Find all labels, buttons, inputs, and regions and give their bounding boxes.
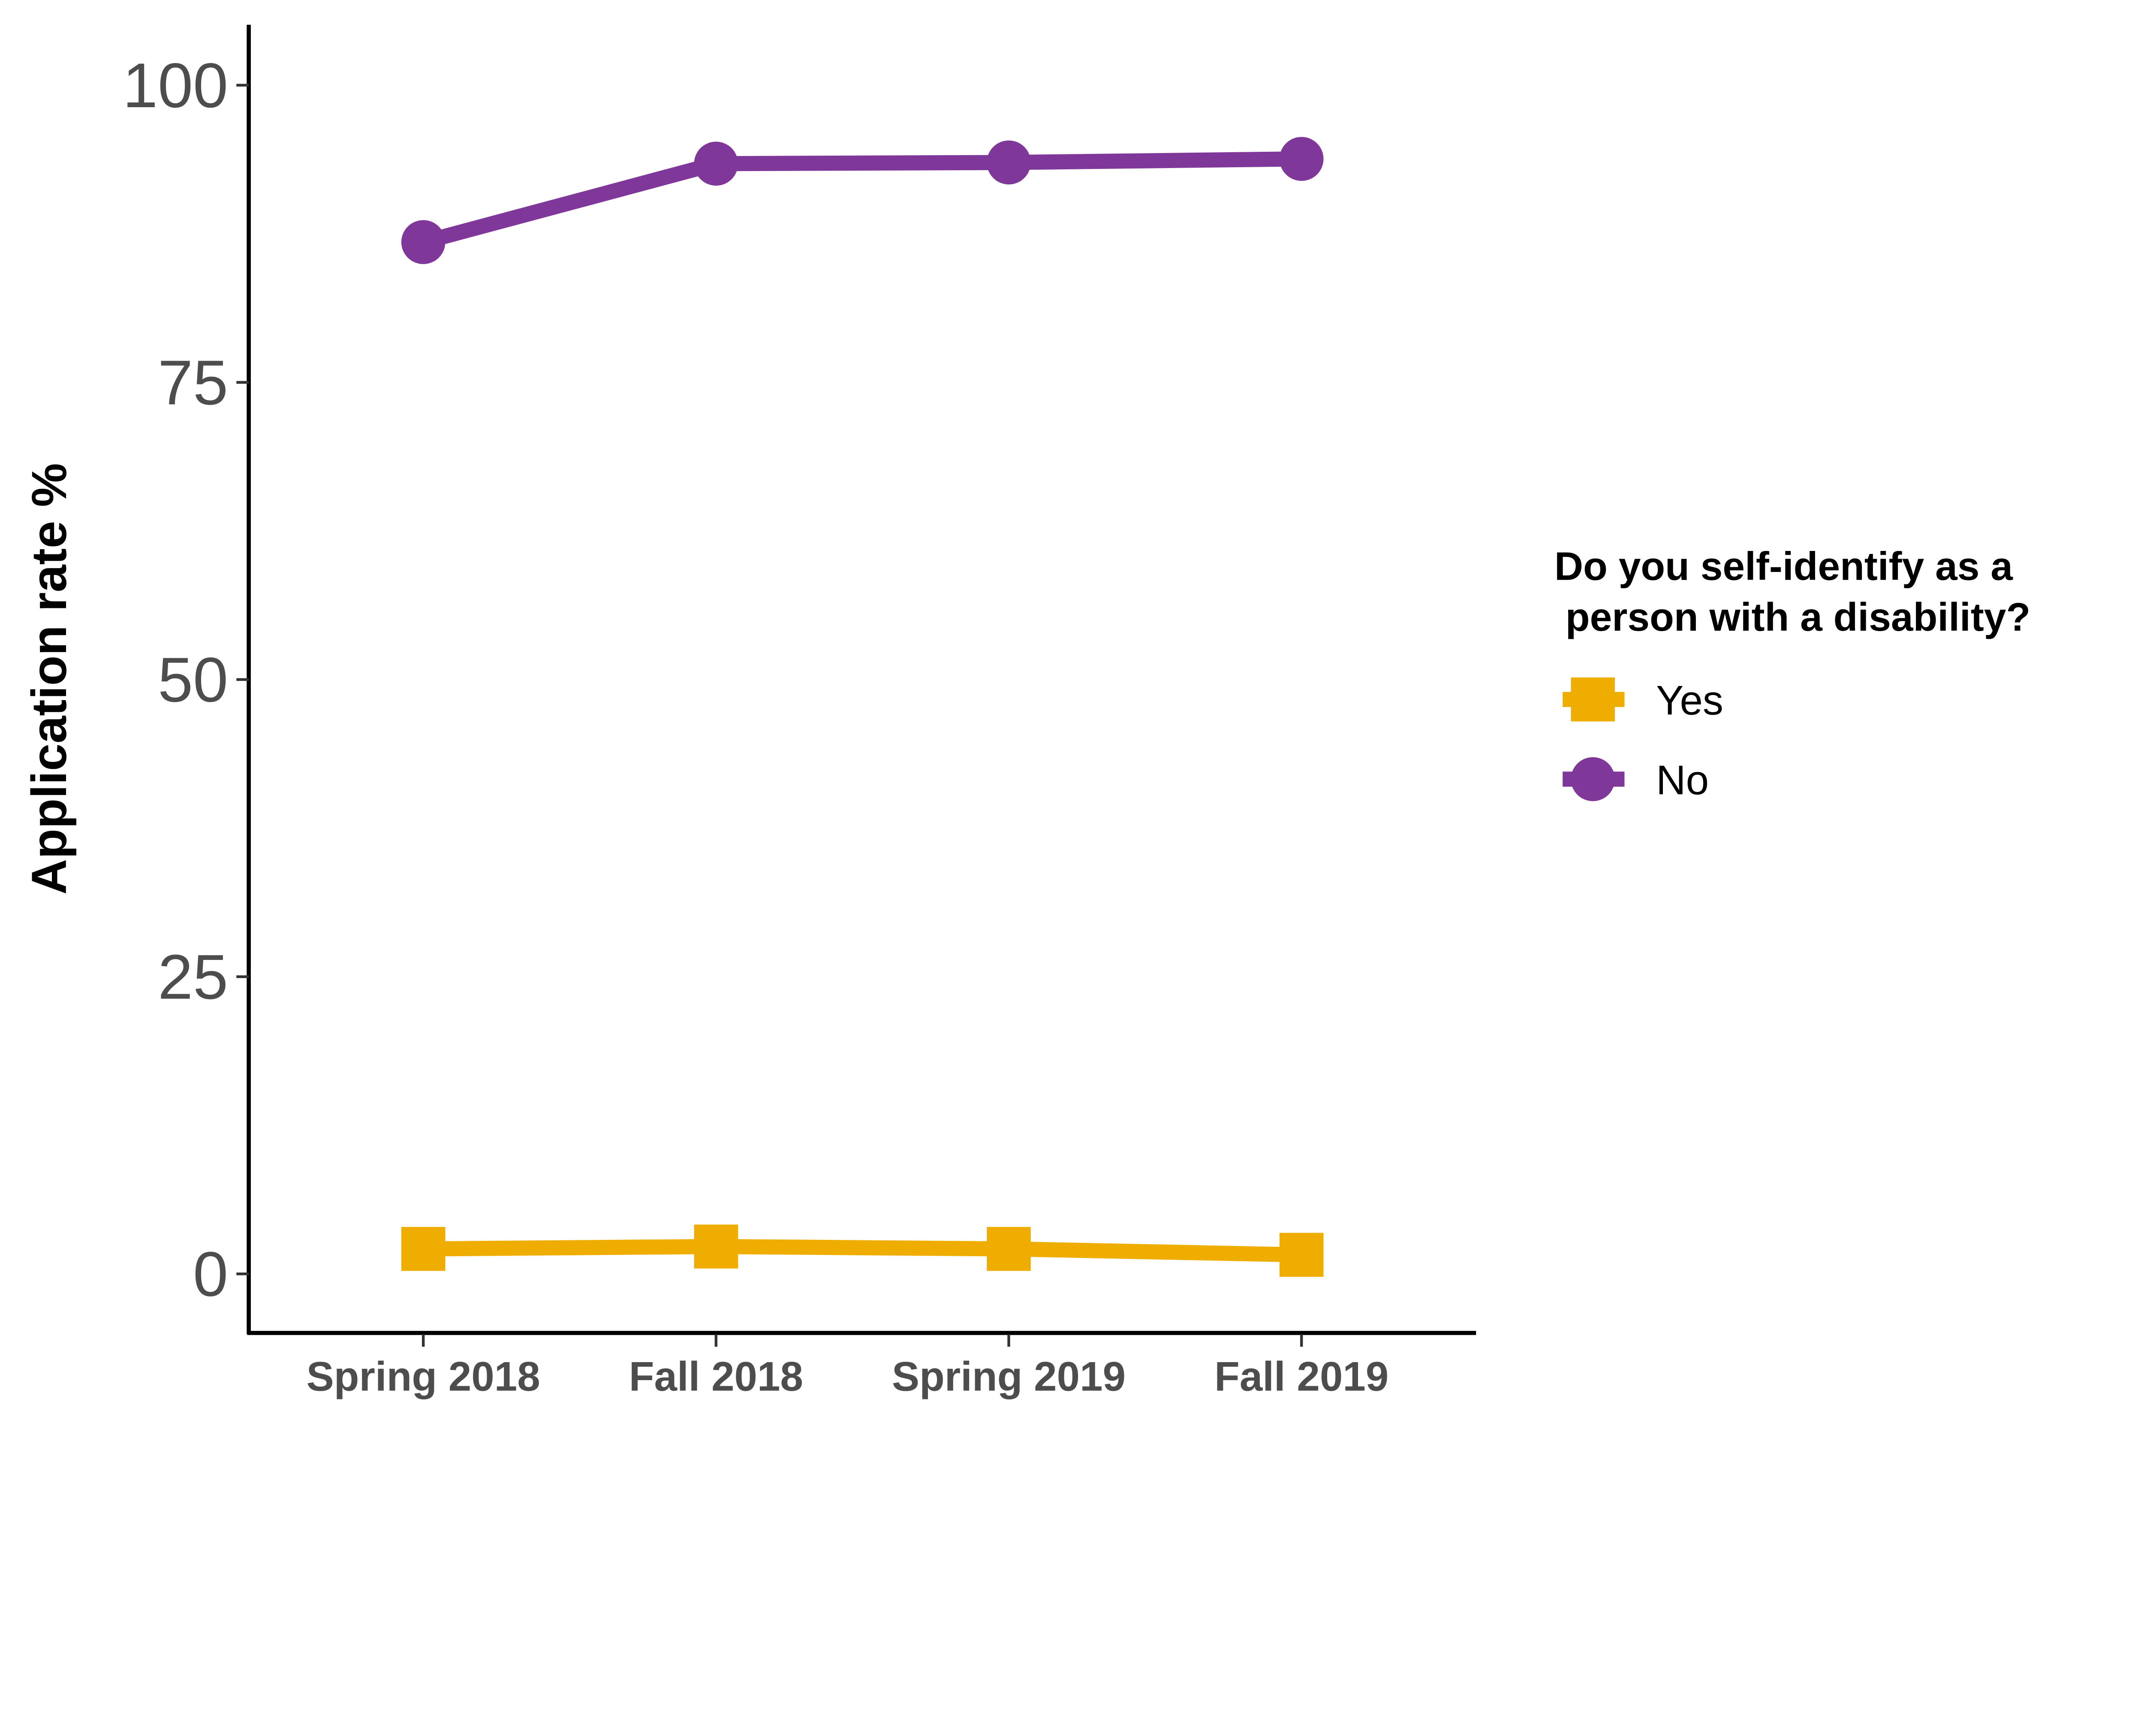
legend-item-yes: Yes [1563, 677, 1723, 724]
data-point [401, 220, 446, 264]
y-axis-label: Application rate % [22, 463, 77, 895]
x-tick-label: Spring 2019 [892, 1354, 1126, 1400]
y-tick-label: 0 [193, 1239, 228, 1309]
data-point [1279, 137, 1324, 181]
data-point [1279, 1233, 1324, 1277]
data-point [987, 1227, 1031, 1271]
data-point [694, 1225, 738, 1269]
legend-square-icon [1571, 677, 1615, 722]
legend-label: Yes [1656, 678, 1723, 724]
legend-title-line2: person with a disability? [1554, 595, 2030, 639]
legend-circle-icon [1571, 757, 1615, 801]
y-tick-label: 75 [158, 348, 228, 418]
x-ticks: Spring 2018 Fall 2018 Spring 2019 Fall 2019 [307, 1334, 1388, 1400]
series-line [423, 1239, 1302, 1263]
y-tick-label: 50 [158, 645, 228, 715]
x-tick-label: Fall 2019 [1214, 1354, 1388, 1400]
x-tick-label: Fall 2018 [629, 1354, 803, 1400]
series-line [421, 151, 1302, 250]
series-layer [401, 137, 1324, 1277]
x-tick-label: Spring 2018 [307, 1354, 540, 1400]
legend-item-no: No [1563, 757, 1709, 803]
data-point [987, 140, 1031, 185]
data-point [401, 1227, 446, 1271]
legend-label: No [1656, 758, 1709, 803]
series-no [401, 137, 1324, 264]
legend-title-line1: Do you self-identify as a [1554, 544, 2013, 589]
y-tick-label: 25 [158, 942, 228, 1012]
y-ticks: 0 25 50 75 100 [123, 51, 249, 1309]
series-yes [401, 1225, 1324, 1277]
data-point [694, 141, 738, 186]
legend-items: Yes No [1563, 677, 1723, 803]
y-tick-label: 100 [123, 51, 228, 121]
legend: Do you self-identify as a person with a … [1554, 544, 2030, 803]
